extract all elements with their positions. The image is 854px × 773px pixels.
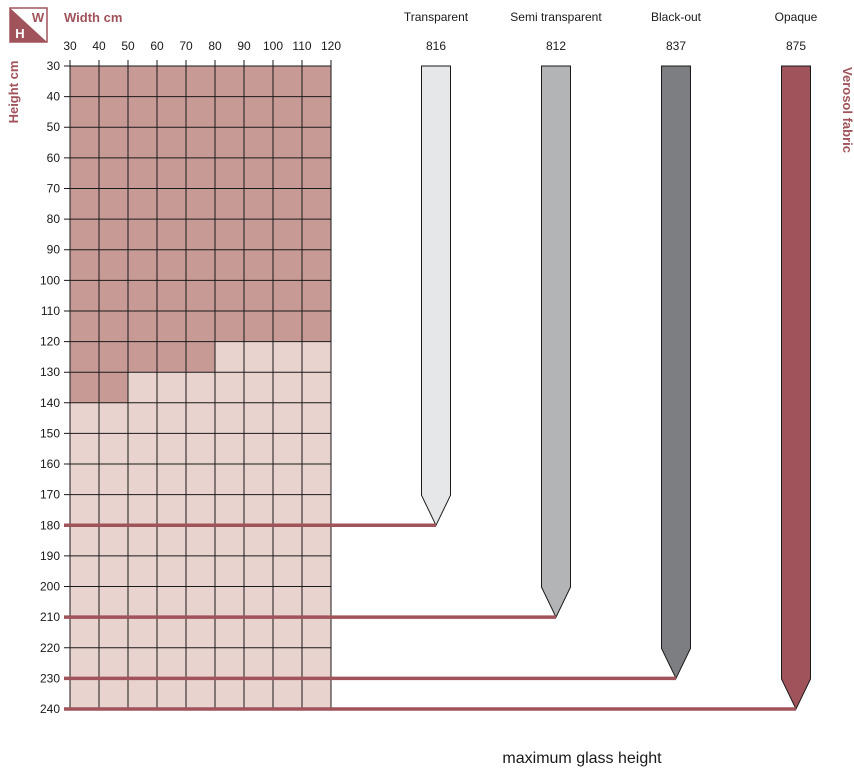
height-tick-label-50: 50 — [47, 120, 61, 134]
height-tick-label-200: 200 — [40, 580, 60, 594]
height-tick-label-170: 170 — [40, 488, 60, 502]
fabric-code-875: 875 — [786, 39, 806, 53]
height-tick-label-140: 140 — [40, 396, 60, 410]
dark-cell-column-80 — [215, 66, 244, 342]
height-tick-label-190: 190 — [40, 549, 60, 563]
fabric-bar-875 — [781, 65, 811, 711]
width-tick-label-120: 120 — [321, 39, 341, 53]
dark-cell-column-30 — [70, 66, 99, 403]
height-tick-label-30: 30 — [47, 59, 61, 73]
height-tick-label-180: 180 — [40, 518, 60, 532]
width-tick-label-80: 80 — [208, 39, 222, 53]
height-tick-label-70: 70 — [47, 181, 61, 195]
fabric-code-837: 837 — [666, 39, 686, 53]
light-cell-column-70 — [186, 372, 215, 709]
height-tick-label-60: 60 — [47, 151, 61, 165]
height-tick-labels: 30 40 50 60 70 80 90 100 110 120 130 140 150 160 170 18… — [40, 59, 60, 716]
badge-w: W — [32, 10, 45, 25]
height-tick-label-40: 40 — [47, 90, 61, 104]
badge-diagonal — [10, 8, 47, 42]
fabric-bar-816 — [421, 65, 451, 527]
height-tick-label-210: 210 — [40, 610, 60, 624]
width-axis-title: Width cm — [64, 10, 122, 25]
size-grid-cells — [70, 66, 331, 709]
width-tick-label-110: 110 — [292, 39, 311, 53]
width-height-badge: W H — [9, 7, 48, 43]
fabric-code-812: 812 — [546, 39, 566, 53]
height-tick-label-120: 120 — [40, 335, 60, 349]
fabric-name-837: Black-out — [651, 10, 702, 24]
height-tick-label-110: 110 — [41, 304, 60, 318]
fabric-markers: Transparent 816 Semi transparent 812 Black-o… — [64, 10, 818, 711]
height-tick-label-240: 240 — [40, 702, 60, 716]
height-tick-label-220: 220 — [40, 641, 60, 655]
fabric-bar-837 — [661, 65, 691, 680]
width-tick-label-70: 70 — [179, 39, 193, 53]
width-tick-label-40: 40 — [92, 39, 106, 53]
height-tick-label-230: 230 — [40, 671, 60, 685]
width-tick-label-60: 60 — [150, 39, 164, 53]
width-tick-label-50: 50 — [121, 39, 135, 53]
height-axis-title: Height cm — [6, 61, 21, 124]
width-tick-label-100: 100 — [263, 39, 283, 53]
fabric-bar-812 — [541, 65, 571, 619]
fabric-name-812: Semi transparent — [510, 10, 602, 24]
badge-h: H — [15, 26, 24, 41]
dark-cell-column-90 — [244, 66, 273, 342]
height-tick-label-90: 90 — [47, 243, 61, 257]
height-tick-label-160: 160 — [40, 457, 60, 471]
footer-max-glass-height: maximum glass height — [502, 750, 662, 767]
width-tick-label-30: 30 — [63, 39, 77, 53]
height-tick-label-80: 80 — [47, 212, 61, 226]
width-tick-labels: 30 40 50 60 70 80 90 100 110 120 — [63, 39, 341, 53]
width-tick-label-90: 90 — [237, 39, 251, 53]
light-cell-column-50 — [128, 372, 157, 709]
dark-cell-column-100 — [273, 66, 302, 342]
fabric-name-816: Transparent — [404, 10, 469, 24]
dark-cell-column-110 — [302, 66, 331, 342]
height-tick-label-130: 130 — [40, 365, 60, 379]
size-grid-lines — [64, 60, 332, 710]
fabric-name-875: Opaque — [775, 10, 818, 24]
dark-cell-column-40 — [99, 66, 128, 403]
height-tick-label-150: 150 — [40, 426, 60, 440]
fabric-code-816: 816 — [426, 39, 446, 53]
light-cell-column-60 — [157, 372, 186, 709]
verosol-fabric-label: Verosol fabric — [840, 67, 854, 153]
height-tick-label-100: 100 — [40, 273, 60, 287]
